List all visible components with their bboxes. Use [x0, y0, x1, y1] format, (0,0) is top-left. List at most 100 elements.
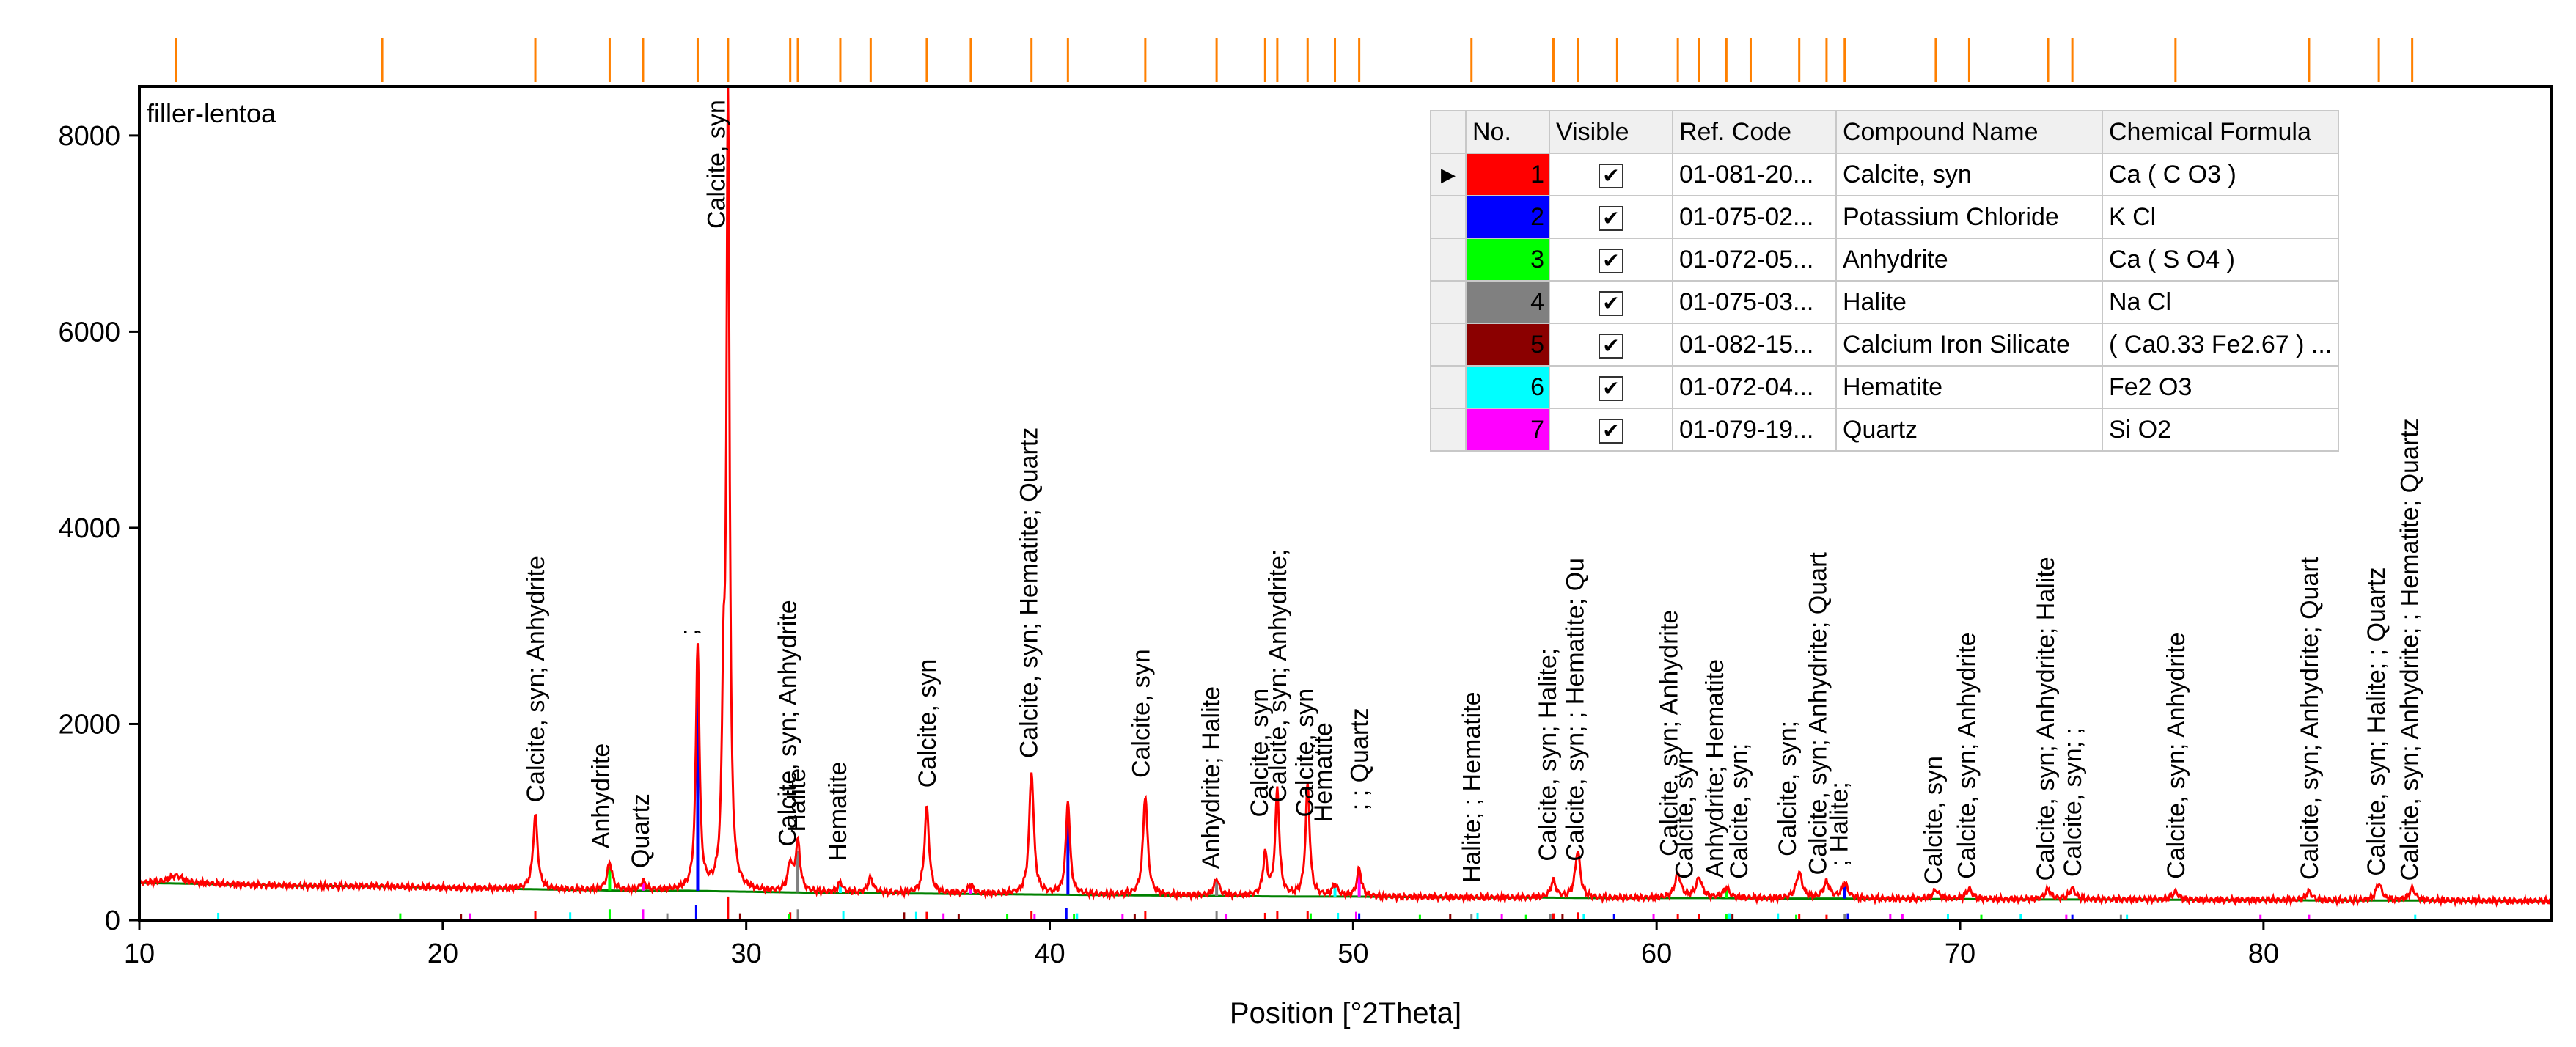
row-selector-arrow-icon[interactable]: [1430, 195, 1467, 239]
visible-cell: ✔: [1549, 408, 1673, 452]
phase-color-swatch[interactable]: 2: [1465, 195, 1550, 239]
col-header-visible[interactable]: Visible: [1549, 110, 1673, 154]
x-tick-label: 70: [1945, 938, 1975, 969]
ref-code-cell: 01-081-20...: [1672, 153, 1837, 196]
visible-checkbox[interactable]: ✔: [1599, 205, 1623, 231]
compound-name-cell: Halite: [1835, 280, 2103, 324]
peak-annotation: Calcite, syn: [1128, 649, 1156, 778]
x-tick-label: 30: [731, 938, 762, 969]
x-tick-label: 50: [1337, 938, 1368, 969]
chemical-formula-cell: ( Ca0.33 Fe2.67 ) ...: [2101, 323, 2340, 367]
phase-color-swatch[interactable]: 5: [1465, 323, 1550, 367]
visible-checkbox[interactable]: ✔: [1599, 248, 1623, 273]
peak-annotation: Calcite, syn; Halite; ; Quartz: [2363, 567, 2390, 875]
x-tick-label: 10: [124, 938, 155, 969]
phase-table-row[interactable]: 3 ✔ 01-072-05... Anhydrite Ca ( S O4 ): [1430, 238, 2340, 282]
peak-annotation: Calcite, syn; Halite;: [1534, 648, 1562, 862]
ref-code-cell: 01-075-02...: [1672, 195, 1837, 239]
row-selector-arrow-icon[interactable]: [1430, 280, 1467, 324]
peak-annotation: Hematite: [1310, 722, 1337, 822]
visible-checkbox[interactable]: ✔: [1599, 418, 1623, 444]
peak-annotation: Anhydrite; Hematite: [1701, 659, 1729, 878]
col-header-chemical-formula[interactable]: Chemical Formula: [2101, 110, 2340, 154]
phase-color-swatch[interactable]: 4: [1465, 280, 1550, 324]
x-tick-label: 60: [1641, 938, 1672, 969]
y-tick-label: 2000: [58, 709, 120, 740]
peak-annotation: Calcite, syn; Anhydrite;: [1264, 549, 1292, 803]
chemical-formula-cell: Si O2: [2101, 408, 2340, 452]
chemical-formula-cell: Fe2 O3: [2101, 365, 2340, 409]
peak-annotation: Calcite, syn: [1291, 688, 1319, 818]
peak-annotation: Calcite, syn; Anhydrite; Quart: [2296, 556, 2324, 880]
compound-name-cell: Anhydrite: [1835, 238, 2103, 282]
pane-title: filler-lentoa: [147, 98, 276, 128]
peak-annotation: Calcite, syn; Anhydrite; Quart: [1805, 552, 1832, 875]
chemical-formula-cell: Na Cl: [2101, 280, 2340, 324]
phase-table-row[interactable]: 7 ✔ 01-079-19... Quartz Si O2: [1430, 408, 2340, 452]
visible-checkbox[interactable]: ✔: [1599, 290, 1623, 316]
row-selector-arrow-icon[interactable]: [1430, 238, 1467, 282]
compound-name-cell: Quartz: [1835, 408, 2103, 452]
peak-annotation: Calcite, syn: [914, 659, 942, 788]
phase-color-swatch[interactable]: 7: [1465, 408, 1550, 452]
peak-annotation: ; Halite;: [1825, 782, 1853, 866]
peak-annotation: Calcite, syn: [702, 100, 730, 229]
phase-table-row[interactable]: 6 ✔ 01-072-04... Hematite Fe2 O3: [1430, 365, 2340, 409]
row-selector-arrow-icon[interactable]: [1430, 365, 1467, 409]
ref-code-cell: 01-082-15...: [1672, 323, 1837, 367]
compound-name-cell: Hematite: [1835, 365, 2103, 409]
col-header-ref-code[interactable]: Ref. Code: [1672, 110, 1837, 154]
x-tick-label: 80: [2248, 938, 2279, 969]
visible-cell: ✔: [1549, 365, 1673, 409]
peak-annotation: Calcite, syn; Hematite; Quartz: [1016, 427, 1043, 759]
peak-annotation: ;: [675, 629, 703, 636]
ref-code-cell: 01-072-05...: [1672, 238, 1837, 282]
phase-table-row[interactable]: 5 ✔ 01-082-15... Calcium Iron Silicate( Ca0…: [1430, 323, 2340, 367]
visible-checkbox[interactable]: ✔: [1599, 333, 1623, 359]
peak-annotation: Calcite, syn: [1920, 756, 1948, 885]
peak-annotation: Calcite, syn;: [1774, 721, 1802, 856]
peak-annotation: Calcite, syn; Anhydrite: [522, 556, 550, 802]
peak-annotation: Halite; ; Hematite: [1458, 691, 1486, 883]
x-tick-label: 20: [428, 938, 458, 969]
ref-code-cell: 01-072-04...: [1672, 365, 1837, 409]
peak-annotation: Calcite, syn: [1670, 750, 1698, 879]
visible-cell: ✔: [1549, 280, 1673, 324]
row-selector-header: [1430, 110, 1467, 154]
peak-annotation: Calcite, syn; ;: [2059, 727, 2087, 877]
y-tick-label: 4000: [58, 513, 120, 544]
phase-table-row[interactable]: 2 ✔ 01-075-02... Potassium Chloride K Cl: [1430, 195, 2340, 239]
peak-annotation: Calcite, syn; Anhydrite: [1953, 632, 1981, 878]
peak-annotation: Calcite, syn; Anhydrite: [774, 600, 802, 846]
phase-color-swatch[interactable]: 1: [1465, 153, 1550, 196]
phase-table[interactable]: No. Visible Ref. Code Compound Name Chem…: [1430, 110, 2340, 452]
visible-checkbox[interactable]: ✔: [1599, 163, 1623, 188]
peak-annotation: Calcite, syn;: [1725, 743, 1753, 879]
row-selector-arrow-icon[interactable]: [1430, 323, 1467, 367]
col-header-no[interactable]: No.: [1465, 110, 1550, 154]
x-axis-label: Position [°2Theta]: [1230, 997, 1461, 1029]
diffraction-pattern-line: [138, 86, 2553, 908]
phase-table-row[interactable]: 4 ✔ 01-075-03... Halite Na Cl: [1430, 280, 2340, 324]
visible-cell: ✔: [1549, 323, 1673, 367]
row-selector-arrow-icon[interactable]: ▶: [1430, 153, 1467, 196]
phase-table-row[interactable]: ▶ 1 ✔ 01-081-20... Calcite, syn Ca ( C O3 ): [1430, 153, 2340, 196]
chemical-formula-cell: Ca ( S O4 ): [2101, 238, 2340, 282]
peak-annotation: Hematite: [824, 762, 852, 862]
col-header-compound-name[interactable]: Compound Name: [1835, 110, 2103, 154]
visible-cell: ✔: [1549, 153, 1673, 196]
row-selector-arrow-icon[interactable]: [1430, 408, 1467, 452]
plot-border: [138, 85, 2553, 922]
compound-name-cell: Potassium Chloride: [1835, 195, 2103, 239]
peak-annotation: Calcite, syn; Anhydrite: [1656, 610, 1684, 856]
visible-checkbox[interactable]: ✔: [1599, 375, 1623, 401]
phase-table-header: No. Visible Ref. Code Compound Name Chem…: [1430, 110, 2340, 154]
phase-color-swatch[interactable]: 3: [1465, 238, 1550, 282]
peak-annotation: Calcite, syn; Anhydrite; ; Hematite; Qua…: [2396, 418, 2423, 881]
compound-name-cell: Calcite, syn: [1835, 153, 2103, 196]
phase-color-swatch[interactable]: 6: [1465, 365, 1550, 409]
x-tick-label: 40: [1034, 938, 1065, 969]
peak-annotation: Calcite, syn; ; Hematite; Qu: [1561, 558, 1589, 862]
y-tick-label: 6000: [58, 317, 120, 348]
